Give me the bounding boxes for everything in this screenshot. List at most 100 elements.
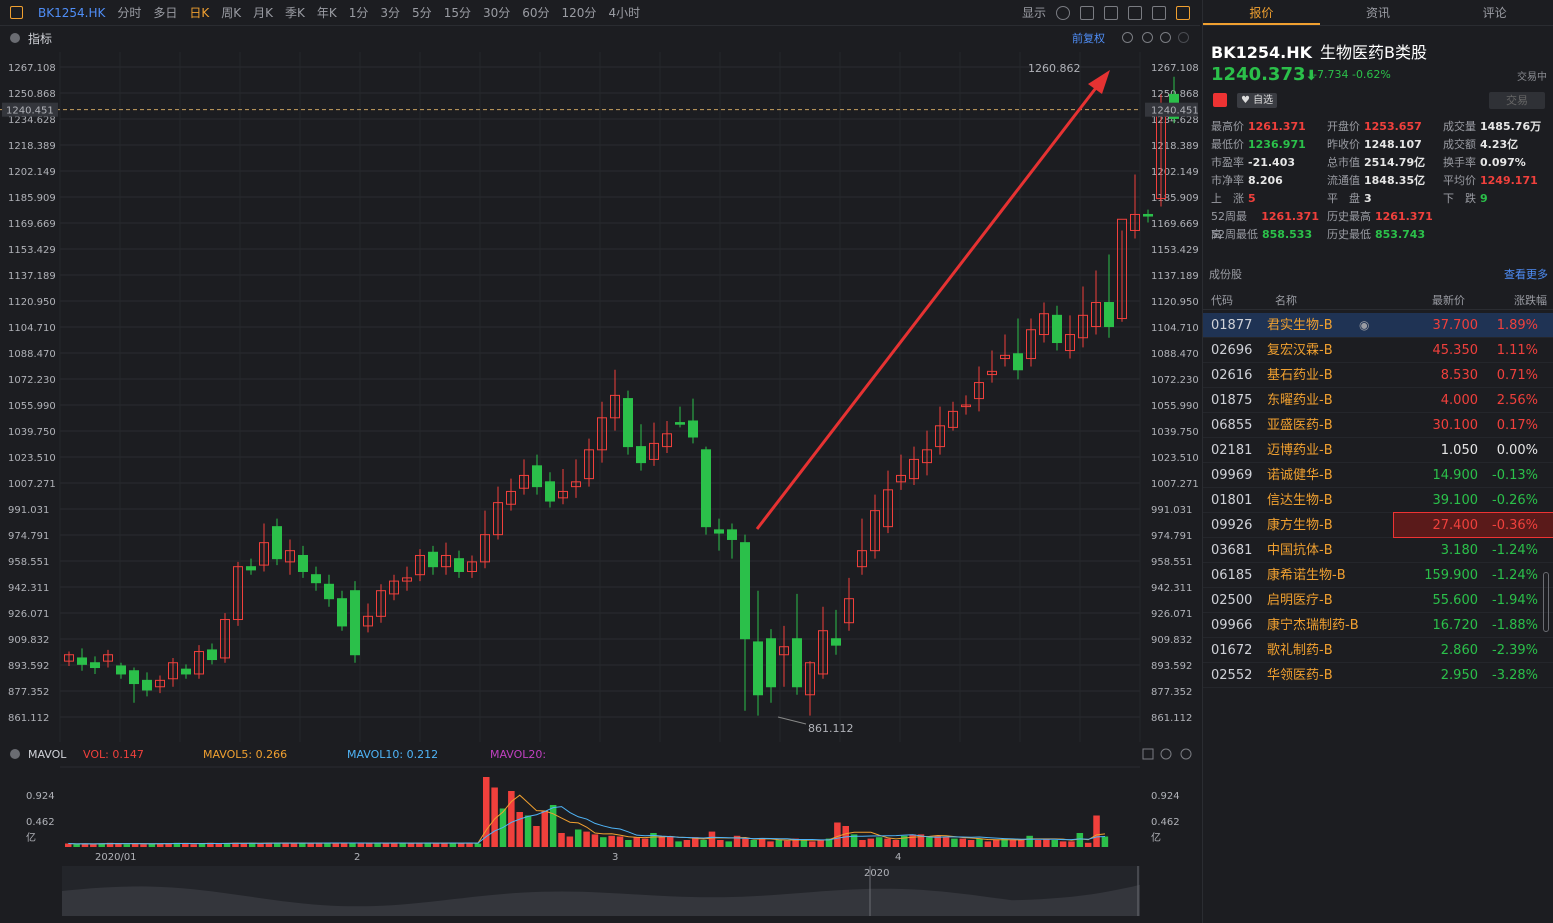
navigator-label: 2020 — [864, 868, 890, 879]
list-item[interactable]: 01672 歌礼制药-B 2.860 -2.39% — [1203, 638, 1553, 663]
display-menu[interactable]: 显示 — [1021, 6, 1046, 20]
period-tab[interactable]: 15分 — [443, 6, 471, 20]
toolbar-tools: 显示 — [1022, 4, 1190, 21]
settings-icon[interactable] — [1178, 32, 1189, 43]
price-tick-right: 1202.149 — [1151, 167, 1199, 178]
list-item[interactable]: 02500 启明医疗-B 55.600 -1.94% — [1203, 588, 1553, 613]
stock-name: 中国抗体-B — [1267, 543, 1333, 558]
period-tab[interactable]: 月K — [253, 6, 274, 20]
stock-change: -1.88% — [1492, 618, 1538, 633]
column-header[interactable]: 最新价 — [1432, 294, 1465, 307]
period-tab[interactable]: 5分 — [412, 6, 432, 20]
period-tab[interactable]: 1分 — [348, 6, 369, 20]
stat-value: 1848.35亿 — [1364, 174, 1426, 187]
volume-bar — [140, 844, 147, 847]
volume-bar — [708, 831, 716, 847]
candle-body — [714, 529, 724, 534]
more-link[interactable]: 查看更多 — [1504, 268, 1548, 281]
list-item[interactable]: 09926 康方生物-B 27.400 -0.36% — [1203, 512, 1553, 538]
candle-body — [207, 649, 217, 661]
reset-icon[interactable] — [1122, 32, 1133, 43]
period-tab[interactable]: 30分 — [482, 6, 511, 20]
stock-change: -0.26% — [1492, 493, 1538, 508]
list-item[interactable]: 01875 东曜药业-B 4.000 2.56% — [1203, 388, 1553, 413]
stock-price: 37.700 — [1432, 318, 1479, 333]
camera-icon[interactable] — [1104, 5, 1118, 20]
list-item[interactable]: 02181 迈博药业-B 1.050 0.00% — [1203, 438, 1553, 463]
price-group: 2.950 -3.28% — [1394, 663, 1553, 687]
volume-bar — [274, 842, 281, 847]
mavol-title: MAVOL — [28, 748, 67, 761]
candle-body — [402, 577, 412, 582]
period-tab[interactable]: 日K — [189, 6, 210, 20]
stock-code: 09969 — [1211, 468, 1253, 483]
period-tab[interactable]: 分时 — [117, 6, 142, 20]
collapse-icon[interactable] — [10, 33, 20, 43]
volume-bar — [399, 842, 406, 847]
tab-2[interactable]: 评论 — [1482, 6, 1507, 20]
eye-icon[interactable]: ◉ — [1359, 318, 1370, 332]
stock-price: 3.180 — [1440, 543, 1478, 558]
stock-name: 基石药业-B — [1267, 368, 1333, 383]
list-item[interactable]: 09969 诺诚健华-B 14.900 -0.13% — [1203, 463, 1553, 488]
list-item[interactable]: 06185 康希诺生物-B 159.900 -1.24% — [1203, 563, 1553, 588]
candle-body — [103, 654, 113, 662]
price-tick-right: 1039.750 — [1151, 427, 1199, 438]
pen-icon[interactable] — [1128, 5, 1142, 20]
time-navigator[interactable]: 2020 — [62, 866, 1142, 916]
column-header[interactable]: 名称 — [1275, 294, 1297, 307]
symbol-label[interactable]: BK1254.HK — [38, 5, 106, 20]
panel-icon[interactable] — [10, 6, 23, 19]
collapse-icon[interactable] — [10, 749, 20, 759]
zoom-out-icon[interactable] — [1142, 32, 1153, 43]
list-item[interactable]: 01801 信达生物-B 39.100 -0.26% — [1203, 488, 1553, 513]
close-icon[interactable] — [1180, 748, 1192, 760]
period-tab[interactable]: 120分 — [561, 6, 597, 20]
sidebar-toggle-icon[interactable] — [1176, 5, 1190, 20]
price-group: 27.400 -0.36% — [1393, 512, 1553, 538]
column-header[interactable]: 代码 — [1211, 294, 1233, 307]
tab-1[interactable]: 资讯 — [1366, 6, 1391, 20]
candlestick-chart[interactable]: 1267.1081267.1081250.8681250.8681234.628… — [0, 52, 1200, 742]
volume-chart[interactable]: MAVOL VOL: 0.147 MAVOL5: 0.266 MAVOL10: 0.2… — [0, 744, 1200, 864]
list-item[interactable]: 09966 康宁杰瑞制药-B 16.720 -1.88% — [1203, 613, 1553, 638]
tab-0[interactable]: 报价 — [1203, 0, 1320, 25]
period-tab[interactable]: 3分 — [380, 6, 401, 20]
list-item[interactable]: 02552 华领医药-B 2.950 -3.28% — [1203, 663, 1553, 688]
volume-bar — [800, 840, 808, 847]
expand-icon[interactable] — [1142, 748, 1154, 760]
candle-body — [467, 561, 477, 572]
period-tab[interactable]: 周K — [221, 6, 242, 20]
list-item[interactable]: 01877 君实生物-B ◉ 37.700 1.89% — [1203, 313, 1553, 338]
volume-bar — [591, 834, 599, 847]
list-scrollbar[interactable] — [1543, 572, 1549, 632]
current-price-tag-right — [1145, 102, 1198, 117]
fullscreen-icon[interactable] — [1152, 5, 1166, 20]
volume-bar — [633, 837, 641, 847]
price-group: 14.900 -0.13% — [1394, 463, 1553, 487]
list-item[interactable]: 02696 复宏汉霖-B 45.350 1.11% — [1203, 338, 1553, 363]
price-tick-right: 1120.950 — [1151, 297, 1199, 308]
list-item[interactable]: 06855 亚盛医药-B 30.100 0.17% — [1203, 413, 1553, 438]
price-tick-right: 893.592 — [1151, 661, 1192, 672]
trade-button[interactable]: 交易 — [1489, 92, 1545, 109]
adjust-button[interactable]: 前复权 — [1072, 32, 1105, 45]
stock-code: 03681 — [1211, 543, 1253, 558]
volume-bar — [1043, 838, 1050, 847]
gear-icon[interactable] — [1056, 5, 1070, 20]
column-header[interactable]: 涨跌幅 — [1514, 294, 1547, 307]
square-icon[interactable] — [1080, 5, 1094, 20]
period-tab[interactable]: 60分 — [522, 6, 550, 20]
list-item[interactable]: 03681 中国抗体-B 3.180 -1.24% — [1203, 538, 1553, 563]
list-item[interactable]: 02616 基石药业-B 8.530 0.71% — [1203, 363, 1553, 388]
period-tab[interactable]: 年K — [316, 6, 337, 20]
period-tab[interactable]: 4小时 — [608, 6, 641, 20]
zoom-in-icon[interactable] — [1160, 32, 1171, 43]
favorite-button[interactable]: ♥ 自选 — [1237, 93, 1278, 108]
candle-body — [1000, 354, 1010, 360]
zoom-out-icon[interactable] — [1160, 748, 1172, 760]
period-tab[interactable]: 多日 — [153, 6, 178, 20]
stock-code: 06185 — [1211, 568, 1253, 583]
volume-bar — [767, 841, 774, 847]
period-tab[interactable]: 季K — [285, 6, 305, 20]
